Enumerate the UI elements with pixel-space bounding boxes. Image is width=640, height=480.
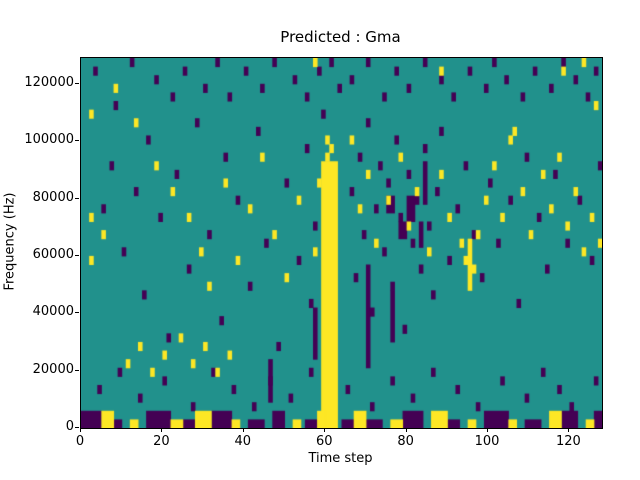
y-tick-label: 40000 bbox=[32, 304, 74, 320]
y-tick-label: 0 bbox=[65, 419, 74, 434]
y-tick-label: 80000 bbox=[32, 189, 74, 205]
x-tick-label: 20 bbox=[153, 434, 170, 449]
x-tick-label: 60 bbox=[315, 434, 333, 449]
y-axis-label: Frequency (Hz) bbox=[2, 192, 18, 291]
y-tick-mark bbox=[75, 140, 79, 142]
x-tick-label: 100 bbox=[474, 434, 500, 449]
x-tick-label: 0 bbox=[75, 434, 85, 449]
y-tick-label: 60000 bbox=[32, 246, 74, 262]
x-tick-mark bbox=[487, 428, 489, 432]
x-tick-mark bbox=[80, 428, 81, 432]
x-tick-mark bbox=[161, 428, 163, 432]
x-axis-label: Time step bbox=[308, 451, 373, 466]
plot-area bbox=[80, 57, 603, 429]
x-tick-label: 80 bbox=[397, 434, 414, 449]
y-tick-label: 20000 bbox=[32, 361, 74, 377]
x-tick-mark bbox=[324, 428, 326, 432]
y-tick-mark bbox=[75, 369, 79, 371]
x-tick-label: 120 bbox=[556, 434, 581, 449]
y-tick-mark bbox=[75, 312, 79, 314]
y-tick-mark bbox=[75, 197, 79, 199]
y-tick-label: 100000 bbox=[24, 132, 74, 148]
plot-title: Predicted : Gma bbox=[280, 28, 401, 46]
x-tick-mark bbox=[405, 428, 407, 432]
x-tick-mark bbox=[242, 428, 244, 432]
y-tick-mark bbox=[75, 254, 79, 256]
heatmap-canvas bbox=[81, 58, 602, 428]
x-tick-label: 40 bbox=[234, 434, 252, 449]
y-tick-label: 120000 bbox=[24, 74, 74, 90]
x-tick-mark bbox=[568, 428, 570, 432]
y-tick-mark bbox=[75, 427, 79, 428]
y-tick-mark bbox=[75, 82, 79, 84]
